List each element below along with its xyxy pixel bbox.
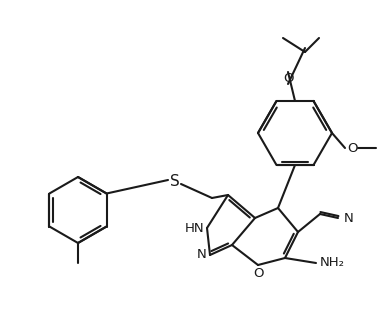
Text: HN: HN: [184, 221, 204, 235]
Text: S: S: [170, 175, 180, 189]
Text: N: N: [197, 248, 207, 261]
Text: O: O: [347, 142, 357, 154]
Text: O: O: [253, 267, 263, 280]
Text: O: O: [283, 72, 293, 84]
Text: NH₂: NH₂: [320, 256, 345, 270]
Text: N: N: [344, 212, 354, 224]
